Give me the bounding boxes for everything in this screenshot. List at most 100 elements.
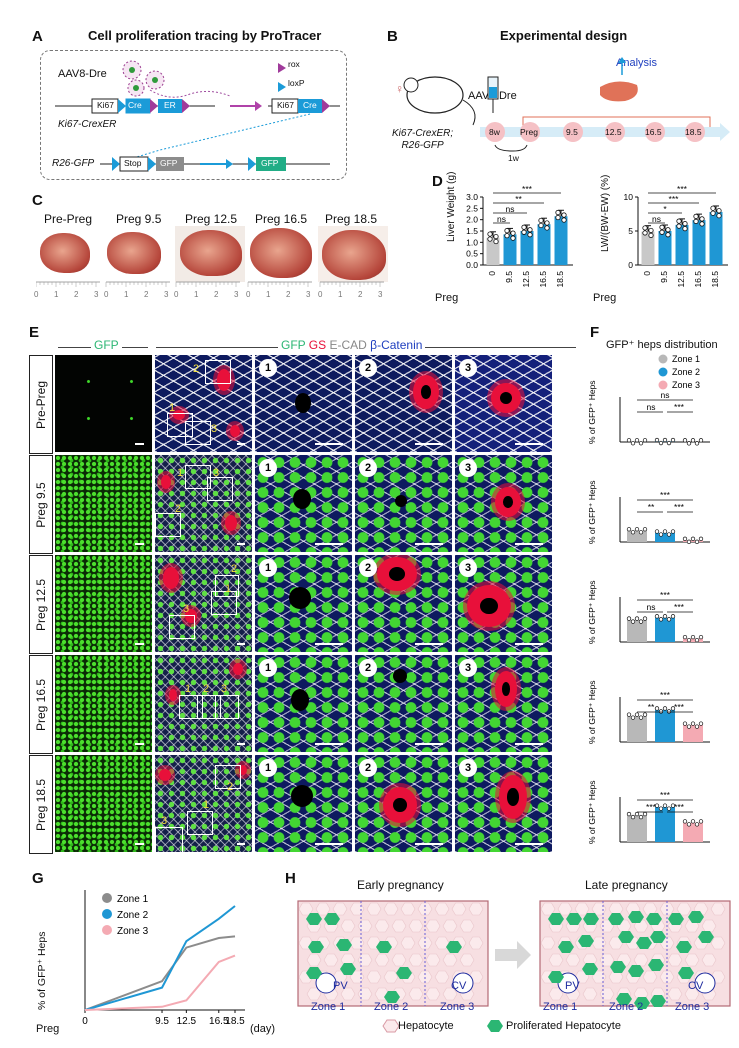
y-tick-label: 2.0 — [466, 215, 478, 225]
ruler-tick-2d: 2 — [286, 290, 291, 299]
data-point — [690, 721, 696, 726]
hepatocyte — [582, 987, 598, 1001]
liver-photo-preg-18-5 — [322, 230, 386, 280]
proliferated-hepatocyte — [668, 913, 684, 925]
cre-box-label-2: Cre — [303, 100, 317, 110]
panel-g-xunit: (day) — [250, 1023, 276, 1035]
row-label-text: Preg 18.5 — [34, 778, 48, 831]
hepatocyte — [306, 953, 322, 967]
liver-photo-pre-preg — [40, 233, 90, 273]
ruler-tick-2c: 2 — [214, 290, 219, 299]
data-point — [638, 619, 644, 624]
zoom-box-3 — [155, 827, 183, 852]
data-point — [634, 811, 640, 817]
data-point — [666, 617, 672, 622]
data-point — [686, 441, 692, 446]
data-point — [538, 222, 544, 229]
zoom1-preg-16-5: 1 — [255, 655, 352, 752]
ruler-tick-3: 3 — [94, 290, 99, 299]
merge-image-preg-9-5: 1 3 2 — [155, 455, 252, 552]
sig-label: ns — [647, 402, 656, 412]
ruler-tick-2e: 2 — [358, 290, 363, 299]
data-point — [686, 822, 692, 827]
data-point — [670, 706, 676, 711]
row-label-text: Preg 16.5 — [34, 678, 48, 731]
zonation-schematic — [297, 900, 731, 1033]
bar — [655, 807, 675, 842]
data-point — [659, 229, 665, 235]
cre-box-label: Cre — [128, 100, 142, 110]
data-point — [654, 437, 660, 443]
ruler-tick-1b: 1 — [124, 290, 129, 299]
panel-b-title: Experimental design — [500, 28, 628, 43]
series-line — [84, 954, 236, 1011]
zoom-badge-2: 2 — [359, 359, 377, 377]
row-label-preg-9-5: Preg 9.5 — [29, 455, 53, 554]
row-label-pre-preg: Pre-Preg — [29, 355, 53, 454]
x-tick-label: 0 — [642, 271, 652, 276]
svg-text:♀: ♀ — [395, 82, 404, 96]
zoom3-preg-9-5: 3 — [455, 455, 552, 552]
zoom-num-1: 1 — [225, 583, 232, 595]
y-axis-label: % of GFP⁺ Heps — [587, 580, 597, 644]
panel-a-diagram — [55, 60, 340, 172]
data-point — [638, 715, 644, 720]
zoom3-preg-16-5: 3 — [455, 655, 552, 752]
bar — [486, 237, 500, 265]
header-merge-ecad: E-CAD — [329, 338, 367, 352]
ruler-tick-0: 0 — [34, 290, 39, 299]
data-point — [686, 539, 692, 544]
data-point — [642, 712, 648, 717]
data-point — [666, 532, 672, 537]
data-point — [654, 529, 660, 534]
timepoint-16-5: 16.5 — [645, 127, 662, 137]
x-tick-label: 0 — [487, 271, 497, 276]
proliferated-hepatocyte — [548, 971, 564, 983]
data-point — [666, 440, 672, 446]
zoom-num-1: 1 — [169, 402, 176, 414]
proliferated-hepatocyte — [650, 995, 666, 1007]
mouse-genotype-line1: Ki67-CrexER; — [392, 128, 454, 139]
sig-label: ns — [652, 214, 661, 224]
sig-label: *** — [674, 602, 685, 612]
panel-f-title: GFP⁺ heps distribution — [606, 339, 718, 351]
gfp-box-label-2: GFP — [261, 158, 279, 168]
proliferated-hepatocyte — [583, 913, 599, 925]
early-zone3-label: Zone 3 — [440, 1001, 475, 1013]
gfp-image-preg-9-5 — [55, 455, 152, 552]
sig-label: ns — [661, 390, 670, 400]
hepatocyte — [323, 953, 339, 967]
vessel — [233, 663, 243, 675]
hepatocyte — [391, 953, 407, 967]
scale-bar — [315, 543, 343, 545]
data-point — [642, 230, 648, 236]
scale-bar — [415, 543, 443, 545]
data-point — [626, 616, 632, 621]
zoom-badge-3: 3 — [459, 759, 477, 777]
zoom-badge-2: 2 — [359, 759, 377, 777]
vessel — [291, 785, 313, 807]
bar — [627, 530, 647, 542]
x-tick-label: 12.5 — [521, 271, 531, 288]
bar — [503, 234, 517, 265]
data-point — [555, 209, 561, 216]
data-point — [716, 213, 722, 219]
zoom-num-1: 1 — [203, 799, 210, 811]
data-point — [698, 819, 704, 824]
sig-label: *** — [646, 802, 657, 812]
sample-pre-preg: Pre-Preg — [44, 212, 93, 226]
late-cv-label: CV — [688, 980, 704, 992]
sig-label: ns — [647, 602, 656, 612]
data-point — [694, 724, 700, 729]
ruler-tick-1e: 1 — [338, 290, 343, 299]
scale-bar — [515, 843, 543, 845]
row-label-preg-12-5: Preg 12.5 — [29, 555, 53, 654]
sample-preg-9-5: Preg 9.5 — [116, 212, 162, 226]
zoom-box-2 — [197, 695, 221, 719]
central-vein — [452, 972, 474, 994]
rulers — [36, 281, 384, 287]
data-point — [690, 536, 696, 541]
row-label-text: Preg 12.5 — [34, 578, 48, 631]
data-point — [527, 232, 533, 238]
hepatocyte — [684, 953, 700, 967]
